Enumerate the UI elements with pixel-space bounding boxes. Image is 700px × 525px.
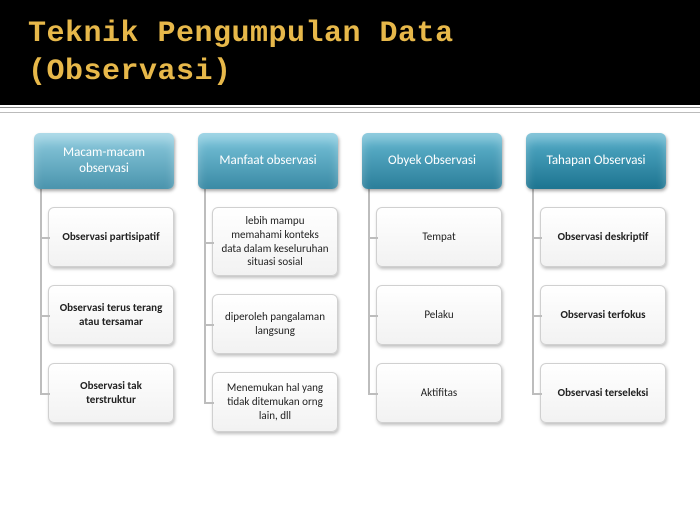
item-1-0: lebih mampu memahami konteks data dalam …: [212, 207, 338, 276]
diagram-content: Macam-macam observasiObservasi partisipa…: [0, 113, 700, 442]
items-wrap-0: Observasi partisipatif Observasi terus te…: [34, 189, 174, 423]
item-box: diperoleh pangalaman langsung: [212, 294, 338, 354]
item-2-1: Pelaku: [376, 285, 502, 345]
connector-vertical: [368, 181, 370, 393]
connector-vertical: [40, 181, 42, 393]
connector-horizontal: [368, 393, 378, 395]
column-header-3: Tahapan Observasi: [526, 133, 666, 189]
item-0-1: Observasi terus terang atau tersamar: [48, 285, 174, 345]
column-0: Macam-macam observasiObservasi partisipa…: [34, 133, 174, 432]
item-box: Observasi partisipatif: [48, 207, 174, 267]
item-1-2: Menemukan hal yang tidak ditemukan orng …: [212, 372, 338, 432]
item-box: Menemukan hal yang tidak ditemukan orng …: [212, 372, 338, 432]
connector-horizontal: [368, 315, 378, 317]
connector-horizontal: [40, 393, 50, 395]
connector-horizontal: [40, 237, 50, 239]
column-2: Obyek Observasi Tempat Pelaku Aktifitas: [362, 133, 502, 432]
column-1: Manfaat observasi lebih mampu memahami ko…: [198, 133, 338, 432]
slide-title: Teknik Pengumpulan Data (Observasi): [28, 16, 672, 91]
item-0-0: Observasi partisipatif: [48, 207, 174, 267]
items-wrap-2: Tempat Pelaku Aktifitas: [362, 189, 502, 423]
item-3-2: Observasi terseleksi: [540, 363, 666, 423]
title-line-2: (Observasi): [28, 55, 232, 89]
connector-horizontal: [204, 402, 214, 404]
item-box: Observasi tak terstruktur: [48, 363, 174, 423]
column-header-1: Manfaat observasi: [198, 133, 338, 189]
connector-horizontal: [368, 237, 378, 239]
item-3-0: Observasi deskriptif: [540, 207, 666, 267]
item-box: Observasi terseleksi: [540, 363, 666, 423]
column-header-2: Obyek Observasi: [362, 133, 502, 189]
connector-vertical: [532, 181, 534, 393]
connector-horizontal: [532, 237, 542, 239]
item-0-2: Observasi tak terstruktur: [48, 363, 174, 423]
item-2-2: Aktifitas: [376, 363, 502, 423]
items-wrap-1: lebih mampu memahami konteks data dalam …: [198, 189, 338, 432]
item-box: Observasi terfokus: [540, 285, 666, 345]
column-header-0: Macam-macam observasi: [34, 133, 174, 189]
item-box: Observasi terus terang atau tersamar: [48, 285, 174, 345]
items-wrap-3: Observasi deskriptif Observasi terfokus Ob…: [526, 189, 666, 423]
column-3: Tahapan ObservasiObservasi deskriptifObs…: [526, 133, 666, 432]
item-box: Pelaku: [376, 285, 502, 345]
item-1-1: diperoleh pangalaman langsung: [212, 294, 338, 354]
connector-horizontal: [204, 324, 214, 326]
item-box: Aktifitas: [376, 363, 502, 423]
item-3-1: Observasi terfokus: [540, 285, 666, 345]
connector-horizontal: [532, 393, 542, 395]
connector-horizontal: [532, 315, 542, 317]
item-box: Tempat: [376, 207, 502, 267]
title-line-1: Teknik Pengumpulan Data: [28, 17, 454, 51]
item-box: lebih mampu memahami konteks data dalam …: [212, 207, 338, 276]
connector-horizontal: [40, 315, 50, 317]
connector-vertical: [204, 181, 206, 402]
slide-header: Teknik Pengumpulan Data (Observasi): [0, 0, 700, 105]
item-2-0: Tempat: [376, 207, 502, 267]
item-box: Observasi deskriptif: [540, 207, 666, 267]
connector-horizontal: [204, 242, 214, 244]
